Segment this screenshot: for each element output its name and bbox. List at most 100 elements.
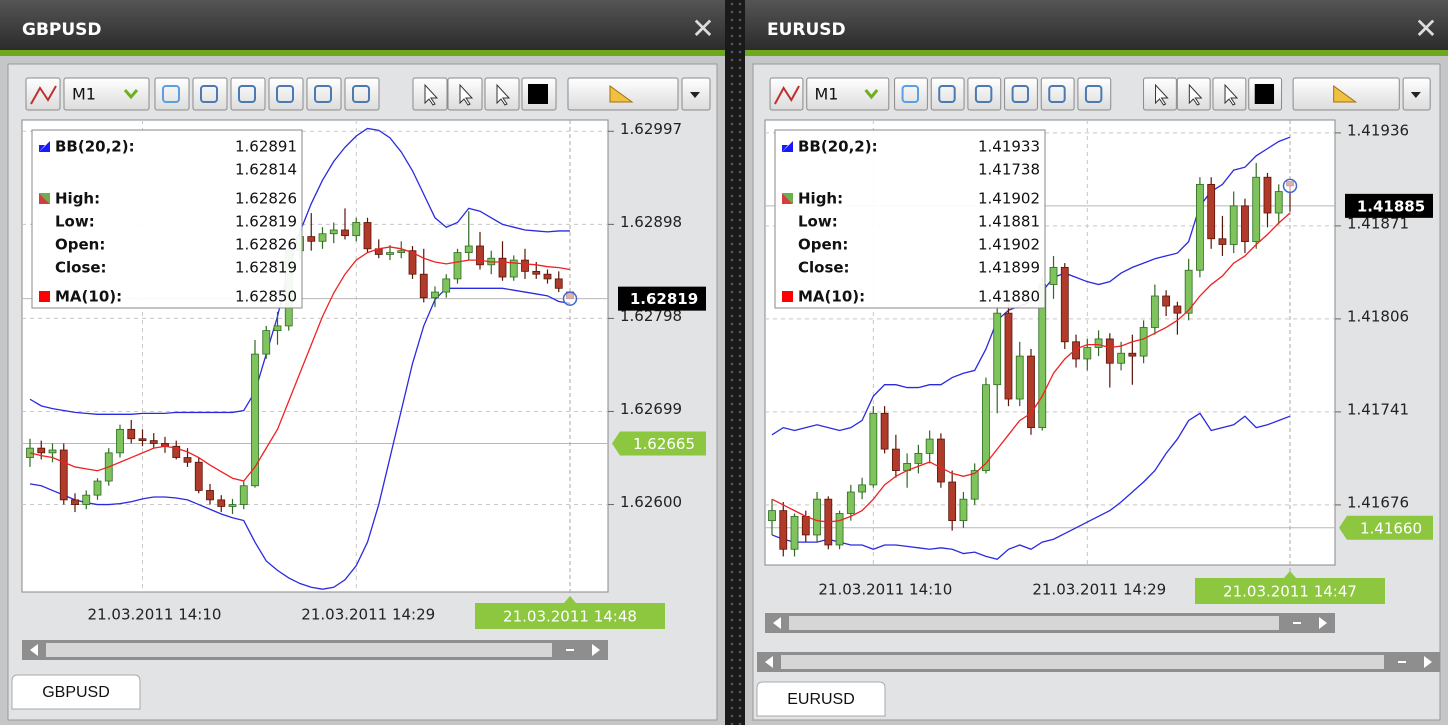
candle-body (307, 236, 316, 242)
candle-body (1252, 176, 1261, 243)
candle-body (329, 229, 338, 235)
candle-body (1207, 183, 1216, 240)
candle-body (1004, 312, 1013, 400)
candle-body (948, 481, 957, 522)
candle-body (183, 457, 192, 463)
cursor-icon (459, 83, 474, 106)
candle-body (813, 498, 821, 536)
legend-icon (39, 193, 50, 204)
scrollbar-thumb[interactable] (781, 655, 1384, 669)
legend-value: 1.41738 (978, 161, 1040, 179)
drawing-button[interactable] (567, 77, 679, 111)
timeframe-select[interactable] (806, 77, 890, 111)
price-marker (1339, 515, 1433, 540)
legend-icon (39, 291, 50, 302)
candle-body (1049, 266, 1058, 285)
scroll-left[interactable] (773, 617, 781, 629)
legend-label: BB(20,2): (798, 138, 878, 156)
tool-button[interactable] (154, 77, 190, 111)
tool-button[interactable] (192, 77, 228, 111)
candle-body (1105, 338, 1114, 364)
candle-body (59, 449, 68, 501)
candle-body (532, 270, 541, 275)
candle-body (37, 447, 46, 454)
candle-body (1027, 355, 1035, 429)
tool-icon (974, 85, 993, 103)
candle-body (1117, 352, 1125, 364)
tool-button[interactable] (1040, 77, 1075, 111)
tool-icon (1048, 85, 1066, 103)
candle-body (273, 325, 282, 332)
scroll-minus[interactable] (566, 649, 574, 651)
candle-body (509, 259, 518, 278)
ma-line (29, 246, 571, 482)
candle-body (1162, 295, 1171, 307)
candle-body (1173, 305, 1182, 314)
tool-button[interactable] (894, 77, 928, 111)
tool-button[interactable] (268, 77, 304, 111)
legend-value: 1.62850 (235, 288, 297, 306)
candle-body (982, 384, 990, 471)
tool-icon (238, 85, 256, 103)
cursor-point (1282, 178, 1298, 194)
tool-button[interactable] (967, 77, 1002, 111)
legend-icon (782, 193, 793, 204)
candle-body (1072, 341, 1080, 360)
tab[interactable] (11, 674, 141, 710)
scrollbar-thumb[interactable] (46, 643, 552, 657)
y-tick-label: 1.62898 (620, 213, 682, 231)
tool-button[interactable] (1077, 77, 1112, 111)
scroll-minus[interactable] (1293, 622, 1301, 624)
legend-label: Open: (55, 236, 105, 254)
tool-icon (276, 85, 294, 103)
cursor-time-label: 21.03.2011 14:47 (1223, 583, 1357, 601)
candle-body (835, 513, 844, 546)
candle-body (993, 312, 1002, 386)
candle-body (880, 412, 889, 450)
tool-icon (938, 85, 956, 103)
tool-button[interactable] (230, 77, 266, 111)
tool-button[interactable] (306, 77, 342, 111)
drawing-button[interactable] (1292, 77, 1400, 111)
legend-value: 1.62891 (235, 138, 297, 156)
candle-body (768, 510, 776, 522)
title-bar (0, 0, 725, 50)
candle-body (262, 330, 271, 355)
scroll-left[interactable] (30, 644, 38, 656)
candle-body (251, 353, 259, 487)
tool-button[interactable] (1004, 77, 1038, 111)
candle-body (1274, 191, 1283, 214)
candle-body (1196, 183, 1204, 271)
tab[interactable] (756, 681, 886, 717)
timeframe-select[interactable] (63, 77, 150, 111)
window-title: EURUSD (767, 20, 846, 40)
candle-body (1150, 295, 1159, 328)
y-tick-label: 1.41871 (1347, 214, 1409, 232)
scroll-right[interactable] (1424, 656, 1432, 668)
scroll-left[interactable] (765, 656, 773, 668)
legend-icon (782, 145, 788, 152)
candle-body (93, 480, 102, 496)
ma-line (771, 212, 1291, 523)
legend-label: BB(20,2): (55, 138, 135, 156)
indicator-icon (30, 85, 57, 105)
close-button[interactable]: ✕ (1414, 12, 1437, 45)
select-chevron (123, 89, 139, 100)
candle-body (1015, 355, 1024, 400)
legend-label: High: (798, 190, 843, 208)
candle-body (1184, 269, 1193, 314)
x-tick-label: 21.03.2011 14:10 (88, 606, 222, 624)
candle-body (442, 278, 451, 293)
scroll-right[interactable] (592, 644, 600, 656)
tool-button[interactable] (930, 77, 965, 111)
scrollbar-thumb[interactable] (789, 616, 1279, 630)
close-button[interactable]: ✕ (691, 12, 714, 45)
candle-body (82, 494, 91, 505)
y-tick-label: 1.62699 (620, 400, 682, 418)
candle-body (1083, 347, 1092, 360)
scroll-minus[interactable] (1398, 661, 1406, 663)
scroll-right[interactable] (1319, 617, 1327, 629)
legend-label: Open: (798, 236, 848, 254)
candle-body (1094, 338, 1103, 348)
tool-button[interactable] (344, 77, 380, 111)
